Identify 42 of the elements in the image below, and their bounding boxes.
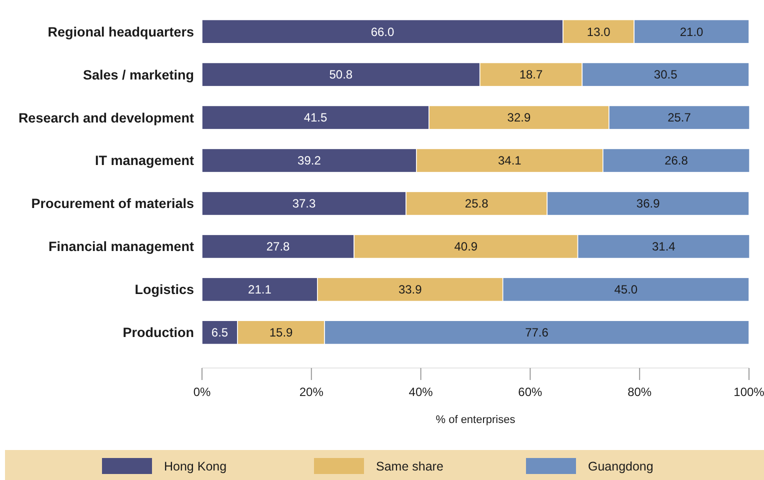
x-axis-title: % of enterprises xyxy=(436,414,516,426)
data-label: 40.9 xyxy=(454,240,478,254)
y-tick-label: Logistics xyxy=(134,282,194,298)
x-tick-label: 40% xyxy=(408,385,434,399)
x-tick-label: 100% xyxy=(734,385,764,399)
legend-label: Guangdong xyxy=(588,459,654,474)
x-tick-label: 60% xyxy=(518,385,543,399)
y-tick-label: Production xyxy=(122,325,194,340)
data-label: 6.5 xyxy=(211,326,228,340)
y-tick-label: Research and development xyxy=(18,110,194,126)
legend-label: Hong Kong xyxy=(164,459,227,474)
x-tick-label: 20% xyxy=(299,385,324,399)
data-label: 34.1 xyxy=(498,154,522,168)
data-label: 45.0 xyxy=(614,282,638,297)
data-label: 31.4 xyxy=(652,240,676,254)
data-label: 37.3 xyxy=(292,196,316,211)
x-tick-label: 0% xyxy=(193,385,211,399)
data-label: 25.8 xyxy=(464,196,489,211)
data-label: 36.9 xyxy=(636,196,660,211)
data-label: 30.5 xyxy=(654,68,678,82)
data-label: 39.2 xyxy=(298,154,322,168)
data-label: 13.0 xyxy=(586,24,611,39)
data-label: 25.7 xyxy=(668,110,692,125)
y-tick-label: Procurement of materials xyxy=(31,196,194,212)
data-label: 66.0 xyxy=(370,24,395,39)
data-label: 15.9 xyxy=(269,326,294,340)
y-tick-label: Financial management xyxy=(48,239,194,254)
x-tick-label: 80% xyxy=(628,385,652,399)
data-label: 41.5 xyxy=(304,110,328,125)
data-label: 77.6 xyxy=(525,326,549,340)
legend-label: Same share xyxy=(376,459,444,474)
y-tick-label: Regional headquarters xyxy=(48,24,194,40)
data-label: 33.9 xyxy=(398,282,422,297)
data-label: 26.8 xyxy=(664,154,688,168)
y-tick-label: IT management xyxy=(94,153,194,168)
data-label: 50.8 xyxy=(329,68,353,82)
y-tick-label: Sales / marketing xyxy=(82,67,194,82)
data-label: 27.8 xyxy=(266,240,290,254)
data-label: 32.9 xyxy=(507,110,531,125)
data-label: 18.7 xyxy=(519,68,544,82)
data-label: 21.1 xyxy=(248,282,272,297)
data-label: 21.0 xyxy=(680,24,704,39)
